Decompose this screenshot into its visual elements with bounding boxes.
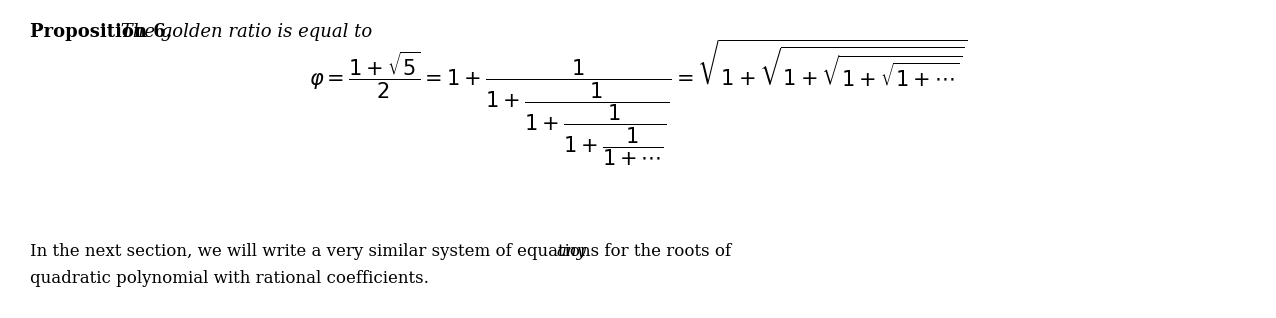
Text: any: any	[556, 243, 587, 260]
Text: Proposition 6.: Proposition 6.	[31, 23, 172, 41]
Text: In the next section, we will write a very similar system of equations for the ro: In the next section, we will write a ver…	[31, 243, 736, 260]
Text: $\varphi = \dfrac{1+\sqrt{5}}{2} = 1+\dfrac{1}{1+\dfrac{1}{1+\dfrac{1}{1+\dfrac{: $\varphi = \dfrac{1+\sqrt{5}}{2} = 1+\df…	[309, 38, 967, 168]
Text: quadratic polynomial with rational coefficients.: quadratic polynomial with rational coeff…	[31, 270, 429, 287]
Text: The golden ratio is equal to: The golden ratio is equal to	[115, 23, 373, 41]
